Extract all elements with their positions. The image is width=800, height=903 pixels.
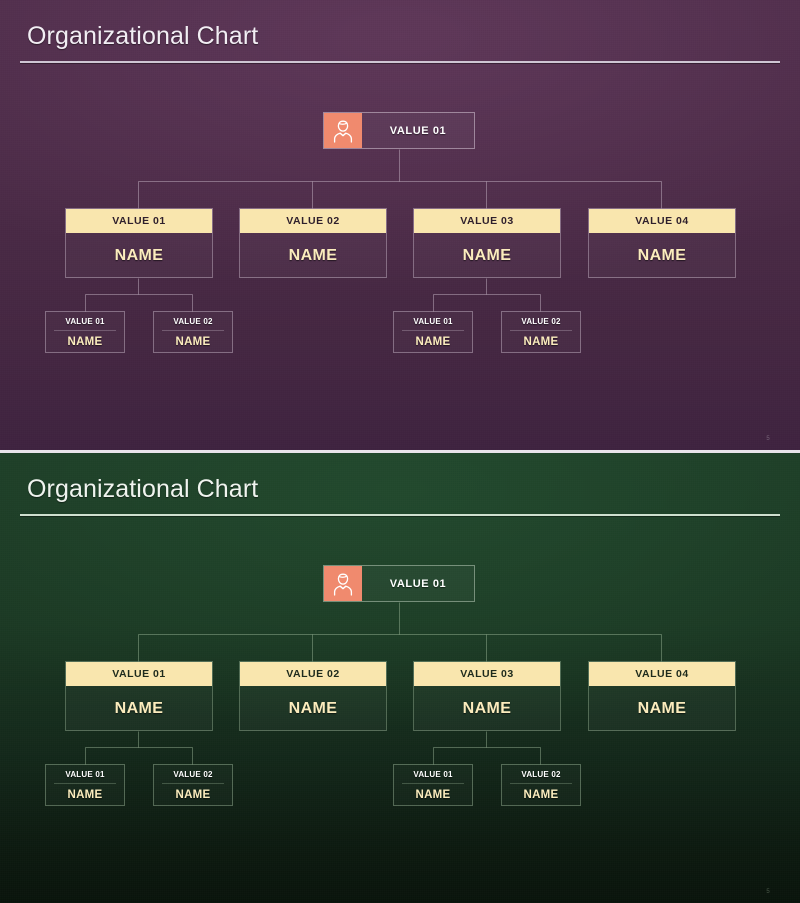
person-avatar-icon xyxy=(324,566,362,601)
level2-node-name: NAME xyxy=(66,233,212,278)
connector-lines xyxy=(85,149,662,312)
level2-node-name: NAME xyxy=(589,686,735,731)
level2-node-name: NAME xyxy=(589,233,735,278)
level2-node-value: VALUE 04 xyxy=(589,662,735,686)
root-node-label: VALUE 01 xyxy=(389,577,447,590)
level3-node-value: VALUE 02 xyxy=(162,770,224,784)
level2-node-4[interactable]: VALUE 04 NAME xyxy=(588,208,736,278)
level2-node-value: VALUE 03 xyxy=(414,209,560,233)
level2-node-name: NAME xyxy=(414,233,560,278)
connector-lines xyxy=(85,602,662,765)
level2-node-1[interactable]: VALUE 01 NAME xyxy=(65,661,213,731)
root-node-label: VALUE 01 xyxy=(389,124,447,137)
level3-node-3[interactable]: VALUE 01 NAME xyxy=(393,311,473,353)
slide-green: Organizational Chart xyxy=(0,453,800,903)
level2-node-3[interactable]: VALUE 03 NAME xyxy=(413,208,561,278)
level3-node-name: NAME xyxy=(67,788,103,801)
level3-node-value: VALUE 01 xyxy=(54,770,116,784)
level2-node-1[interactable]: VALUE 01 NAME xyxy=(65,208,213,278)
level3-node-name: NAME xyxy=(523,788,559,801)
level2-node-value: VALUE 03 xyxy=(414,662,560,686)
page-title: Organizational Chart xyxy=(27,22,259,50)
root-node[interactable]: VALUE 01 xyxy=(323,112,475,149)
level2-node-value: VALUE 01 xyxy=(66,209,212,233)
level3-node-4[interactable]: VALUE 02 NAME xyxy=(501,764,581,806)
level3-node-name: NAME xyxy=(175,788,211,801)
level3-node-1[interactable]: VALUE 01 NAME xyxy=(45,764,125,806)
level3-node-name: NAME xyxy=(523,335,559,348)
level3-node-value: VALUE 02 xyxy=(162,317,224,331)
level2-node-value: VALUE 02 xyxy=(240,662,386,686)
root-node[interactable]: VALUE 01 xyxy=(323,565,475,602)
level3-node-3[interactable]: VALUE 01 NAME xyxy=(393,764,473,806)
slide-separator xyxy=(0,450,800,453)
level2-node-value: VALUE 01 xyxy=(66,662,212,686)
level3-node-name: NAME xyxy=(175,335,211,348)
org-chart: VALUE 01 VALUE 01 NAME VALUE 02 NAME VAL… xyxy=(0,453,800,903)
level3-node-value: VALUE 01 xyxy=(402,317,464,331)
level3-node-2[interactable]: VALUE 02 NAME xyxy=(153,764,233,806)
level3-node-4[interactable]: VALUE 02 NAME xyxy=(501,311,581,353)
level2-node-name: NAME xyxy=(66,686,212,731)
title-divider xyxy=(20,514,780,516)
level3-node-1[interactable]: VALUE 01 NAME xyxy=(45,311,125,353)
level2-node-4[interactable]: VALUE 04 NAME xyxy=(588,661,736,731)
level2-node-3[interactable]: VALUE 03 NAME xyxy=(413,661,561,731)
level3-node-value: VALUE 02 xyxy=(510,317,572,331)
level2-node-name: NAME xyxy=(240,686,386,731)
level3-node-value: VALUE 01 xyxy=(54,317,116,331)
level2-node-value: VALUE 04 xyxy=(589,209,735,233)
level2-node-name: NAME xyxy=(414,686,560,731)
level3-node-name: NAME xyxy=(415,788,451,801)
level3-node-value: VALUE 01 xyxy=(402,770,464,784)
level2-node-2[interactable]: VALUE 02 NAME xyxy=(239,661,387,731)
level3-node-name: NAME xyxy=(415,335,451,348)
page-number: 5 xyxy=(766,436,770,442)
org-chart: VALUE 01 VALUE 01 NAME VALUE 02 NAME VAL… xyxy=(0,0,800,450)
person-avatar-icon xyxy=(324,113,362,148)
level3-node-2[interactable]: VALUE 02 NAME xyxy=(153,311,233,353)
title-divider xyxy=(20,61,780,63)
level3-node-name: NAME xyxy=(67,335,103,348)
page-number: 5 xyxy=(766,889,770,895)
level3-node-value: VALUE 02 xyxy=(510,770,572,784)
page-title: Organizational Chart xyxy=(27,475,259,503)
level2-node-value: VALUE 02 xyxy=(240,209,386,233)
slide-purple: Organizational Chart xyxy=(0,0,800,450)
level2-node-name: NAME xyxy=(240,233,386,278)
level2-node-2[interactable]: VALUE 02 NAME xyxy=(239,208,387,278)
